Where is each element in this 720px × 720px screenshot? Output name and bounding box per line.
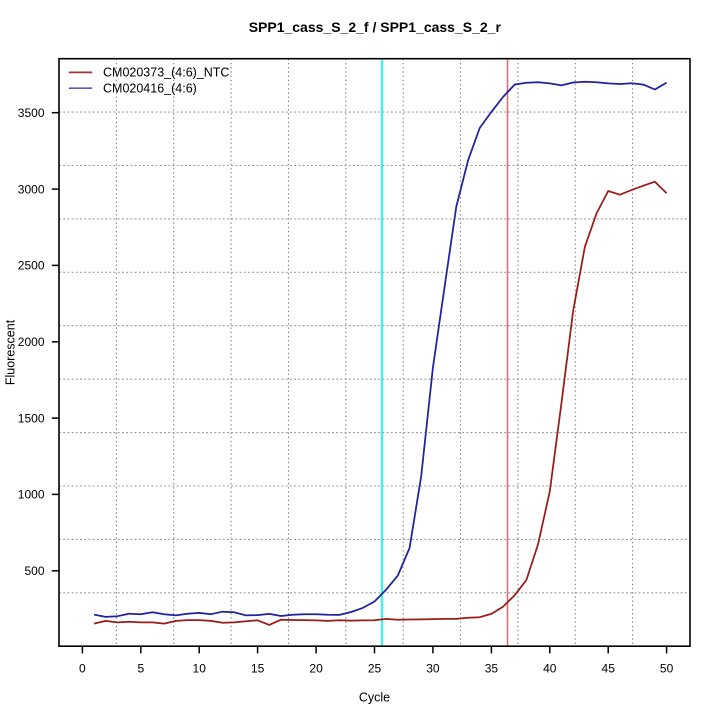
svg-text:1500: 1500 [18,411,45,425]
svg-text:CM020373_(4:6)_NTC: CM020373_(4:6)_NTC [103,65,229,79]
svg-text:20: 20 [309,662,323,676]
svg-text:Cycle: Cycle [359,690,390,704]
svg-text:2000: 2000 [18,335,45,349]
svg-text:2500: 2500 [18,259,45,273]
svg-text:SPP1_cass_S_2_f / SPP1_cass_S_: SPP1_cass_S_2_f / SPP1_cass_S_2_r [249,19,502,35]
svg-text:Fluorescent: Fluorescent [4,319,18,385]
svg-text:5: 5 [137,662,144,676]
svg-text:3500: 3500 [18,106,45,120]
svg-text:45: 45 [602,662,616,676]
svg-text:3000: 3000 [18,182,45,196]
svg-text:40: 40 [543,662,557,676]
svg-text:25: 25 [368,662,382,676]
svg-text:1000: 1000 [18,488,45,502]
svg-text:0: 0 [79,662,86,676]
svg-text:35: 35 [485,662,499,676]
svg-text:15: 15 [251,662,265,676]
svg-text:10: 10 [193,662,207,676]
svg-text:CM020416_(4:6): CM020416_(4:6) [103,81,197,95]
svg-text:30: 30 [426,662,440,676]
svg-text:50: 50 [660,662,674,676]
svg-text:500: 500 [24,564,44,578]
